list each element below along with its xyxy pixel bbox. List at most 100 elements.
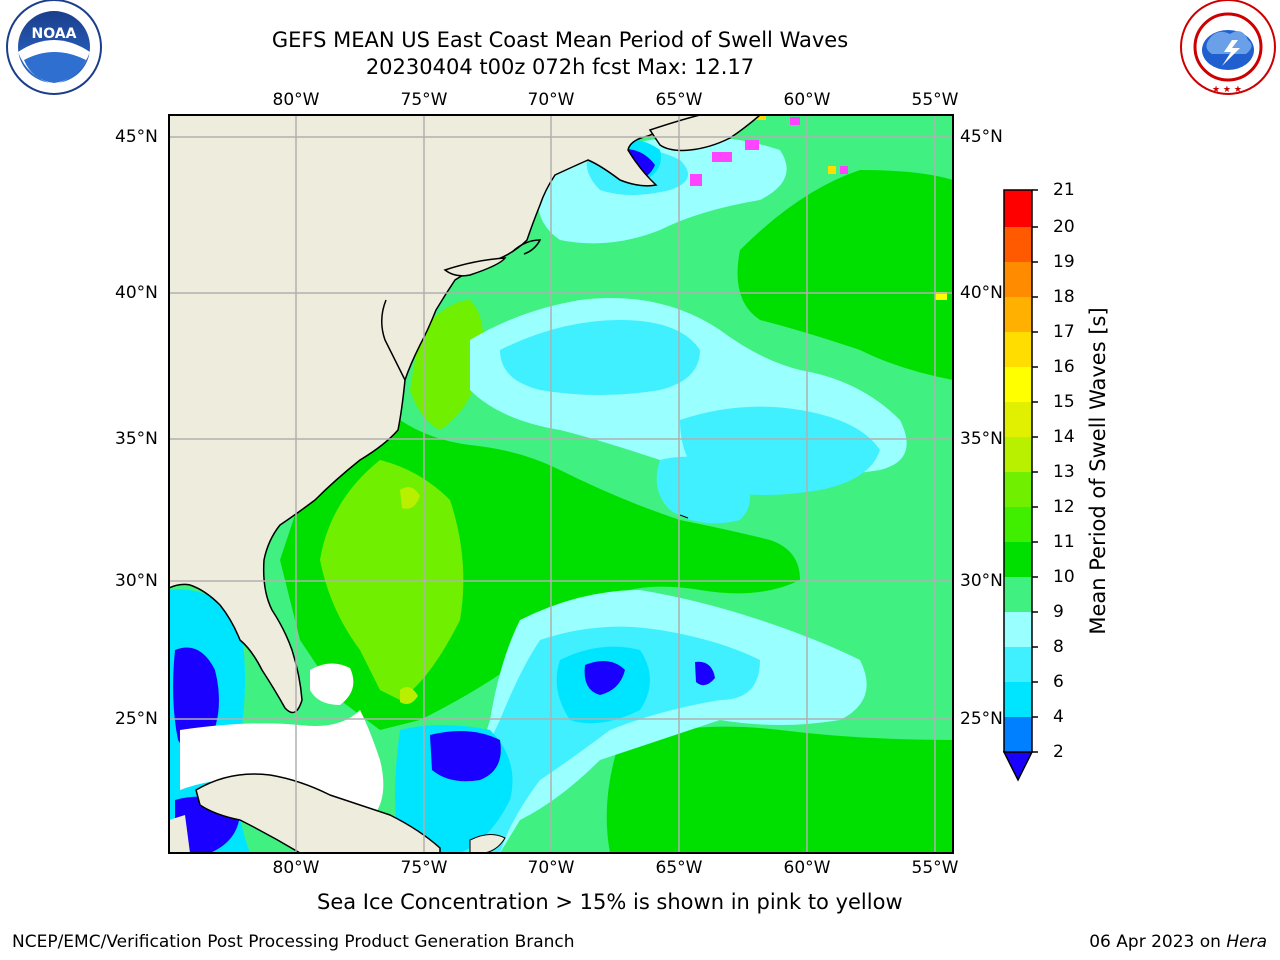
field-6-8s-north: [500, 320, 700, 395]
swell-period-field: [169, 115, 953, 853]
field-2-4s-bahamas: [430, 731, 501, 782]
colorbar-tick-marks: [1032, 189, 1038, 753]
colorbar-tick-label: 6: [1053, 672, 1064, 692]
colorbar-segment: [1004, 437, 1032, 472]
colorbar-tick-label: 18: [1053, 287, 1075, 307]
footer-date: 06 Apr 2023 on Hera: [1089, 932, 1267, 952]
sea-ice-pixel: [840, 166, 848, 174]
noaa-logo-text: NOAA: [32, 26, 77, 42]
field-2-4s-dot: [695, 661, 715, 686]
lat-label-right: 35°N: [960, 429, 1003, 449]
chart-subtitle: 20230404 t00z 072h fcst Max: 12.17: [365, 55, 755, 79]
field-mask-florida-keys: [310, 663, 354, 705]
colorbar-tick-label: 2: [1053, 742, 1064, 762]
colorbar-tick-label: 17: [1053, 322, 1075, 342]
colorbar-tick-label: 19: [1053, 252, 1075, 272]
lat-label-right: 25°N: [960, 709, 1003, 729]
colorbar-segment: [1004, 190, 1032, 227]
colorbar-tick-label: 15: [1053, 392, 1075, 412]
colorbar-segment: [1004, 577, 1032, 612]
colorbar-tick-label: 12: [1053, 497, 1075, 517]
cape-cod: [511, 239, 542, 255]
sea-ice-pixel: [935, 292, 947, 300]
colorbar-segment: [1004, 647, 1032, 682]
sea-ice-pixel: [745, 140, 759, 150]
chart-title: GEFS MEAN US East Coast Mean Period of S…: [271, 28, 849, 52]
nws-logo: ★ ★ ★: [1180, 0, 1276, 95]
colorbar-segment: [1004, 612, 1032, 647]
field-12s-max: [400, 487, 420, 509]
field-2-4s-south: [584, 661, 625, 695]
map-frame: [168, 114, 954, 854]
colorbar-segment: [1004, 402, 1032, 437]
lat-label-left: 25°N: [115, 709, 158, 729]
lon-label-top: 70°W: [527, 90, 575, 110]
colorbar-segment: [1004, 367, 1032, 402]
colorbar-tick-label: 10: [1053, 567, 1075, 587]
colorbar-tick-label: 4: [1053, 707, 1064, 727]
lon-label-bottom: 60°W: [783, 858, 831, 878]
lon-label-bottom: 80°W: [272, 858, 320, 878]
colorbar-tick-label: 11: [1053, 532, 1075, 552]
noaa-logo: NOAA: [6, 0, 102, 95]
land-yucatan: [169, 815, 190, 853]
colorbar-segment: [1004, 227, 1032, 262]
chesapeake-bay: [381, 299, 406, 381]
colorbar-tick-label: 13: [1053, 462, 1075, 482]
colorbar-segment: [1004, 682, 1032, 717]
sea-ice-pixel: [690, 174, 702, 186]
field-6-8s-south: [460, 626, 760, 853]
field-10-11s-northeast: [737, 170, 953, 380]
colorbar-tick-label: 20: [1053, 217, 1075, 237]
field-10-11s-southeast: [606, 726, 953, 853]
lon-label-top: 65°W: [655, 90, 703, 110]
colorbar-segment: [1004, 262, 1032, 297]
colorbar-extend-triangle: [1002, 751, 1034, 782]
colorbar-label: Mean Period of Swell Waves [s]: [1086, 307, 1110, 635]
lat-label-left: 40°N: [115, 283, 158, 303]
colorbar-segment: [1004, 507, 1032, 542]
field-2-4s-gulf-mexico: [173, 647, 219, 750]
colorbar-frame: [1003, 189, 1033, 753]
nws-star-icon: ★ ★ ★: [1212, 85, 1242, 95]
land-nova-scotia: [648, 115, 762, 152]
long-island: [443, 257, 507, 277]
colorbar-segment: [1004, 542, 1032, 577]
sable-island: [679, 514, 689, 519]
lon-label-bottom: 75°W: [400, 858, 448, 878]
field-12s-max-south: [400, 687, 418, 704]
field-11-12s-shelf: [410, 300, 484, 430]
footer-credit: NCEP/EMC/Verification Post Processing Pr…: [12, 932, 575, 952]
field-mask-gulf: [180, 710, 384, 820]
colorbar-segment: [1004, 332, 1032, 367]
lat-label-left: 45°N: [115, 127, 158, 147]
sea-ice-pixel: [712, 152, 732, 162]
field-11-12s: [320, 460, 464, 700]
lat-label-left: 35°N: [115, 429, 158, 449]
colorbar-segment: [1004, 717, 1032, 752]
field-6-8s-central2: [656, 456, 750, 524]
footer-date-text: 06 Apr 2023 on: [1089, 932, 1227, 952]
colorbar-tick-label: 21: [1053, 180, 1075, 200]
footer-host: Hera: [1226, 932, 1267, 952]
lat-label-right: 30°N: [960, 571, 1003, 591]
lon-label-top: 80°W: [272, 90, 320, 110]
lon-label-bottom: 65°W: [655, 858, 703, 878]
lat-label-left: 30°N: [115, 571, 158, 591]
colorbar-tick-label: 14: [1053, 427, 1075, 447]
lon-label-bottom: 70°W: [527, 858, 575, 878]
lon-label-top: 60°W: [783, 90, 831, 110]
colorbar-segment: [1004, 297, 1032, 332]
sea-ice-pixel: [828, 166, 836, 174]
colorbar-tick-label: 9: [1053, 602, 1064, 622]
colorbar-segment: [1004, 472, 1032, 507]
colorbar-tick-label: 8: [1053, 637, 1064, 657]
lon-label-bottom: 55°W: [911, 858, 959, 878]
graticule: [169, 115, 953, 853]
lon-label-top: 75°W: [400, 90, 448, 110]
lat-label-right: 40°N: [960, 283, 1003, 303]
land-cuba: [195, 773, 441, 853]
colorbar-tick-label: 16: [1053, 357, 1075, 377]
lon-label-top: 55°W: [911, 90, 959, 110]
